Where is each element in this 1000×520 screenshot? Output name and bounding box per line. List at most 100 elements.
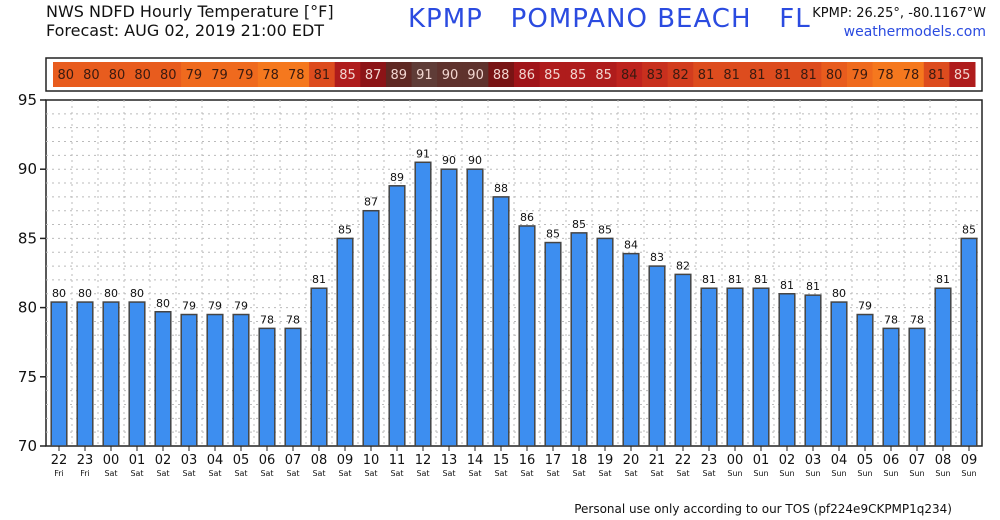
x-day-label: Sun <box>753 469 768 478</box>
bar-value-label: 79 <box>208 300 222 313</box>
bar <box>752 287 770 447</box>
x-hour-label: 04 <box>831 453 848 468</box>
strip-cell <box>309 62 336 87</box>
x-hour-label: 16 <box>519 453 536 468</box>
x-hour-label: 17 <box>545 453 562 468</box>
x-hour-label: 05 <box>233 453 250 468</box>
strip-cell <box>667 62 694 87</box>
y-tick-label: 90 <box>18 160 37 178</box>
strip-cell <box>206 62 233 87</box>
bar-value-label: 81 <box>780 279 794 292</box>
bar <box>440 168 458 447</box>
x-day-label: Sun <box>779 469 794 478</box>
bar-value-label: 79 <box>182 300 196 313</box>
x-day-label: Sat <box>364 469 377 478</box>
x-day-label: Sat <box>286 469 299 478</box>
bar-value-label: 91 <box>416 147 430 160</box>
station-title: KPMP POMPANO BEACH FL <box>408 4 811 34</box>
x-hour-label: 13 <box>441 453 458 468</box>
bar <box>466 168 484 447</box>
bar-value-label: 89 <box>390 171 404 184</box>
x-day-label: Sat <box>624 469 637 478</box>
strip-cell <box>872 62 899 87</box>
x-hour-label: 09 <box>337 453 354 468</box>
x-hour-label: 19 <box>597 453 614 468</box>
x-hour-label: 08 <box>311 453 328 468</box>
strip-label: 85 <box>570 68 587 83</box>
strip-label: 89 <box>390 68 407 83</box>
strip-label: 81 <box>749 68 766 83</box>
x-day-label: Sat <box>338 469 351 478</box>
title-line-2: Forecast: AUG 02, 2019 21:00 EDT <box>46 21 325 40</box>
x-hour-label: 02 <box>779 453 796 468</box>
bar-value-label: 78 <box>884 313 898 326</box>
strip-cell <box>155 62 182 87</box>
strip-label: 85 <box>595 68 612 83</box>
bar-value-label: 81 <box>728 273 742 286</box>
strip-cell <box>437 62 464 87</box>
x-hour-label: 10 <box>363 453 380 468</box>
x-day-label: Sun <box>935 469 950 478</box>
bar-value-label: 88 <box>494 182 508 195</box>
bar <box>570 232 588 447</box>
x-day-label: Sun <box>909 469 924 478</box>
x-hour-label: 22 <box>51 453 68 468</box>
bar-value-label: 87 <box>364 196 378 209</box>
x-hour-label: 00 <box>103 453 120 468</box>
strip-label: 79 <box>237 68 254 83</box>
strip-cell <box>462 62 489 87</box>
site-link[interactable]: weathermodels.com <box>843 24 986 40</box>
bar-value-label: 80 <box>832 287 846 300</box>
strip-label: 81 <box>698 68 715 83</box>
bar <box>206 313 224 447</box>
strip-cell <box>590 62 617 87</box>
strip-label: 85 <box>339 68 356 83</box>
strip-cell <box>283 62 310 87</box>
strip-cell <box>104 62 131 87</box>
strip-cell <box>539 62 566 87</box>
tos-footer: Personal use only according to our TOS (… <box>574 502 952 516</box>
strip-label: 78 <box>288 68 305 83</box>
strip-label: 79 <box>851 68 868 83</box>
strip-cell <box>181 62 208 87</box>
bar <box>128 301 146 447</box>
strip-label: 78 <box>262 68 279 83</box>
bar-value-label: 81 <box>702 273 716 286</box>
x-hour-label: 23 <box>77 453 94 468</box>
bar-value-label: 81 <box>936 273 950 286</box>
x-day-label: Sat <box>182 469 195 478</box>
strip-label: 81 <box>800 68 817 83</box>
bar-value-label: 79 <box>234 300 248 313</box>
strip-cell <box>488 62 515 87</box>
x-day-label: Sat <box>234 469 247 478</box>
bar-value-label: 80 <box>104 287 118 300</box>
x-hour-label: 15 <box>493 453 510 468</box>
strip-label: 87 <box>365 68 382 83</box>
x-hour-label: 00 <box>727 453 744 468</box>
strip-label: 79 <box>186 68 203 83</box>
temperature-strip: 80 80 80 80 80 79 79 79 78 78 81 85 87 89 91 90 90 88 86 85… <box>45 57 983 92</box>
x-day-label: Sat <box>416 469 429 478</box>
bar <box>76 301 94 447</box>
strip-label: 81 <box>775 68 792 83</box>
strip-label: 80 <box>58 68 75 83</box>
strip-label: 82 <box>672 68 689 83</box>
x-hour-label: 14 <box>467 453 484 468</box>
strip-label: 81 <box>723 68 740 83</box>
x-hour-label: 06 <box>883 453 900 468</box>
strip-label: 79 <box>211 68 228 83</box>
strip-cell <box>949 62 976 87</box>
strip-cell <box>718 62 745 87</box>
y-tick-label: 85 <box>18 229 37 247</box>
bar <box>50 301 68 447</box>
bar-value-label: 80 <box>130 287 144 300</box>
strip-label: 80 <box>134 68 151 83</box>
chart-title: NWS NDFD Hourly Temperature [°F] Forecas… <box>46 2 334 40</box>
bar <box>232 313 250 447</box>
x-hour-label: 20 <box>623 453 640 468</box>
x-day-label: Sat <box>494 469 507 478</box>
x-day-label: Sun <box>727 469 742 478</box>
x-day-label: Sat <box>676 469 689 478</box>
strip-cell <box>616 62 643 87</box>
bar <box>726 287 744 447</box>
